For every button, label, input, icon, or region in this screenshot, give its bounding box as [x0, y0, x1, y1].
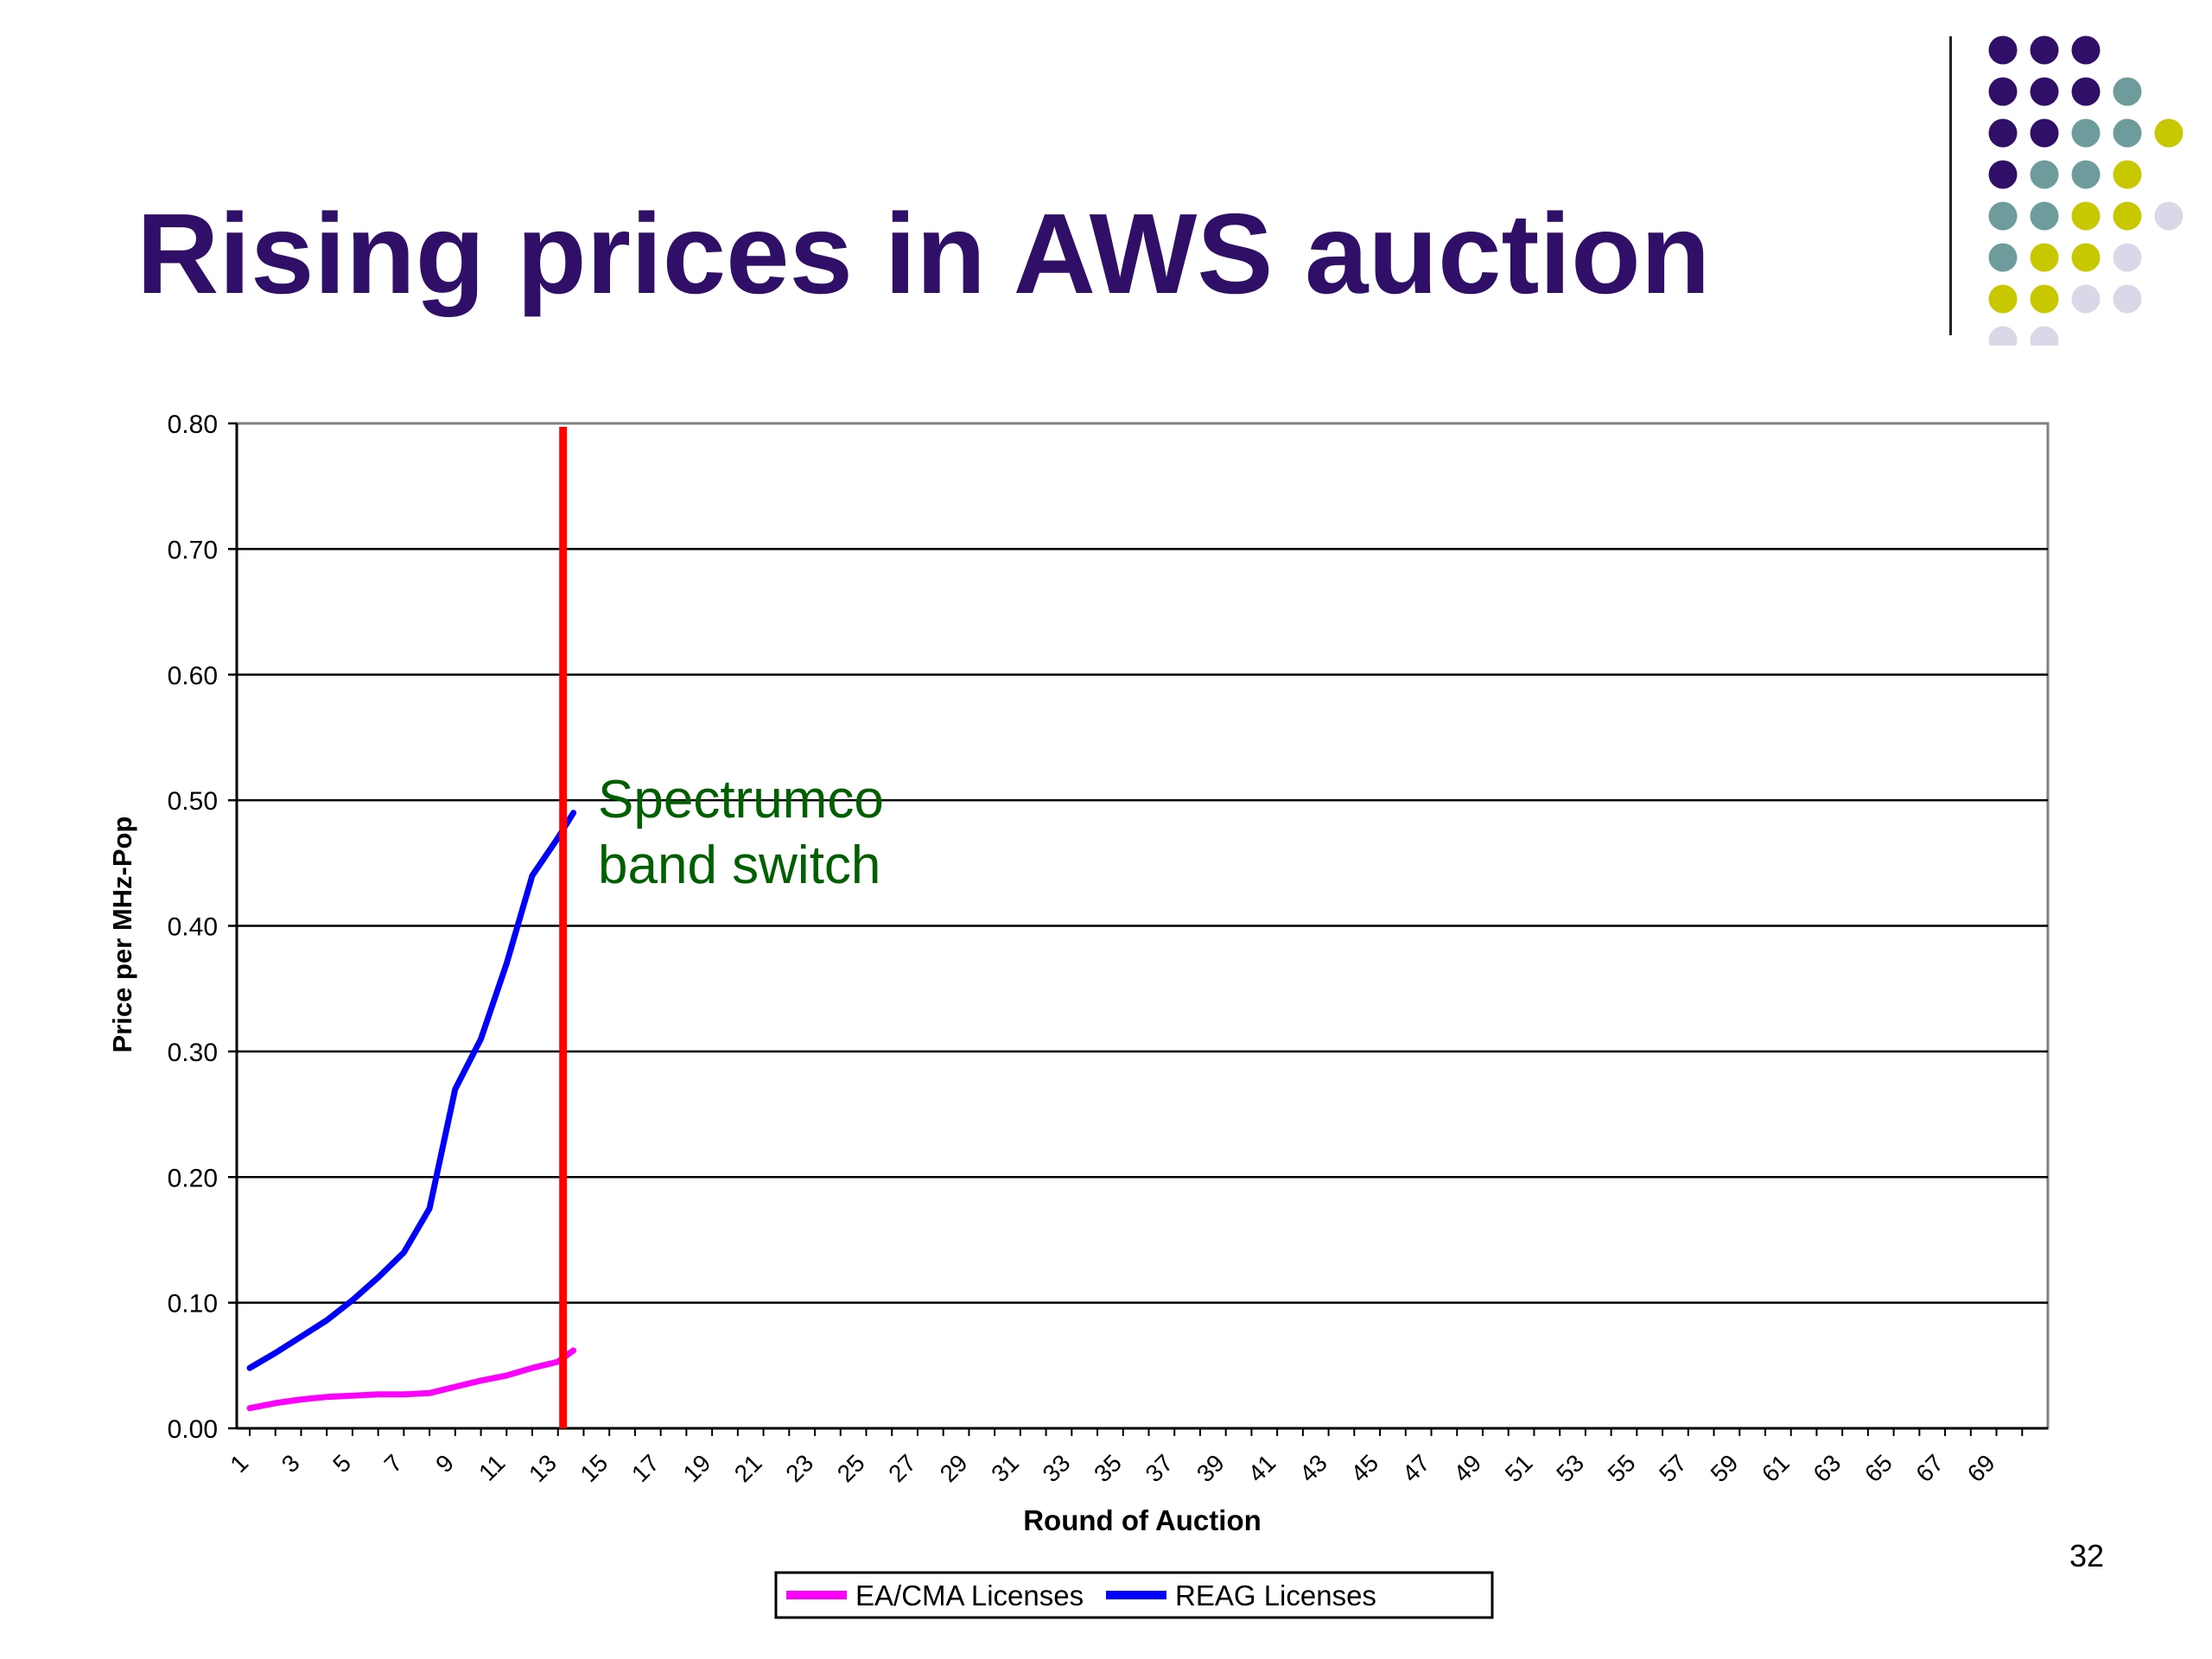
decorative-dot: [2030, 243, 2059, 272]
decorative-dot: [2113, 284, 2142, 314]
y-tick-label: 0.50: [168, 787, 218, 816]
decorative-dot: [1988, 77, 2018, 106]
decorative-dot: [1988, 118, 2018, 148]
decorative-dot: [1988, 35, 2018, 65]
x-tick-label: 19: [677, 1449, 715, 1487]
decorative-dot: [2030, 35, 2059, 65]
slide-title: Rising prices in AWS auction: [137, 190, 1711, 317]
x-tick-label: 41: [1243, 1449, 1281, 1487]
x-tick-label: 65: [1859, 1449, 1897, 1487]
x-tick-label: 21: [729, 1449, 767, 1487]
x-tick-label: 25: [832, 1449, 870, 1487]
y-tick-label: 0.80: [168, 410, 218, 439]
legend-label: REAG Licenses: [1175, 1580, 1376, 1611]
decorative-dot: [2113, 243, 2142, 272]
legend-box: [774, 1571, 1494, 1619]
x-tick-label: 37: [1141, 1449, 1179, 1487]
y-tick-label: 0.20: [168, 1164, 218, 1192]
decorative-dot: [1988, 160, 2018, 189]
decorative-dot: [2071, 243, 2101, 272]
x-tick-label: 29: [935, 1449, 973, 1487]
x-tick-label: 3: [276, 1449, 305, 1478]
x-tick-label: 13: [524, 1449, 562, 1487]
x-tick-label: 27: [883, 1449, 921, 1487]
series-line-reag-licenses: [246, 810, 577, 1371]
x-axis-title: Round of Auction: [1023, 1504, 1262, 1536]
decorative-dot: [2071, 35, 2101, 65]
y-tick-label: 0.30: [168, 1039, 218, 1067]
decorative-dot: [1988, 201, 2018, 231]
x-tick-label: 35: [1089, 1449, 1127, 1487]
y-tick-label: 0.10: [168, 1290, 218, 1319]
x-tick-label: 59: [1706, 1449, 1744, 1487]
x-tick-label: 33: [1038, 1449, 1076, 1487]
decorative-dot: [2030, 326, 2059, 346]
decorative-dot: [1988, 326, 2018, 346]
x-tick-label: 15: [575, 1449, 613, 1487]
decorative-dot: [2113, 201, 2142, 231]
decorative-dot: [2071, 160, 2101, 189]
x-tick-label: 5: [327, 1449, 356, 1478]
x-tick-label: 43: [1294, 1449, 1332, 1487]
x-tick-label: 7: [379, 1449, 408, 1478]
y-axis-title: Price per MHz-Pop: [107, 817, 137, 1053]
x-tick-label: 61: [1757, 1449, 1795, 1487]
decorative-dot: [2071, 77, 2101, 106]
x-tick-label: 49: [1448, 1449, 1486, 1487]
decorative-dot: [2071, 118, 2101, 148]
x-tick-label: 53: [1551, 1449, 1589, 1487]
x-tick-label: 39: [1192, 1449, 1230, 1487]
decorative-dot: [2113, 160, 2142, 189]
x-tick-label: 57: [1654, 1449, 1692, 1487]
decorative-dot: [2030, 160, 2059, 189]
x-tick-label: 11: [474, 1449, 510, 1485]
y-tick-label: 0.00: [168, 1415, 218, 1444]
series-line-ea-cma-licenses: [246, 1347, 577, 1412]
title-divider: [1949, 36, 1952, 335]
decorative-dot: [2030, 284, 2059, 314]
decorative-dot: [2154, 201, 2183, 231]
decorative-dot: [1988, 284, 2018, 314]
x-tick-label: 31: [986, 1449, 1024, 1487]
annotation-text-line: Spectrumco: [598, 770, 884, 830]
decorative-dot: [2030, 118, 2059, 148]
x-tick-label: 51: [1500, 1449, 1538, 1487]
x-tick-label: 23: [780, 1449, 818, 1487]
decorative-dot: [2030, 201, 2059, 231]
x-tick-label: 17: [626, 1449, 664, 1487]
x-tick-label: 69: [1962, 1449, 2000, 1487]
decorative-dot: [2113, 118, 2142, 148]
x-tick-label: 47: [1397, 1449, 1435, 1487]
x-tick-label: 55: [1603, 1449, 1641, 1487]
decorative-dot: [2071, 284, 2101, 314]
page-number: 32: [2069, 1538, 2105, 1573]
x-tick-label: 63: [1808, 1449, 1846, 1487]
decorative-dot: [2030, 77, 2059, 106]
x-tick-label: 1: [225, 1449, 253, 1478]
x-tick-label: 9: [430, 1449, 459, 1478]
x-tick-label: 67: [1910, 1449, 1948, 1487]
y-tick-label: 0.70: [168, 536, 218, 564]
annotation-text-line: band switch: [598, 836, 880, 895]
legend-label: EA/CMA Licenses: [855, 1580, 1084, 1611]
decorative-dot: [1988, 243, 2018, 272]
decorative-dot: [2154, 118, 2183, 148]
x-tick-label: 45: [1345, 1449, 1383, 1487]
decorative-dot: [2113, 77, 2142, 106]
decorative-dot-grid: [1988, 35, 2183, 346]
decorative-dot: [2071, 201, 2101, 231]
y-tick-label: 0.60: [168, 662, 218, 690]
y-tick-label: 0.40: [168, 913, 218, 942]
